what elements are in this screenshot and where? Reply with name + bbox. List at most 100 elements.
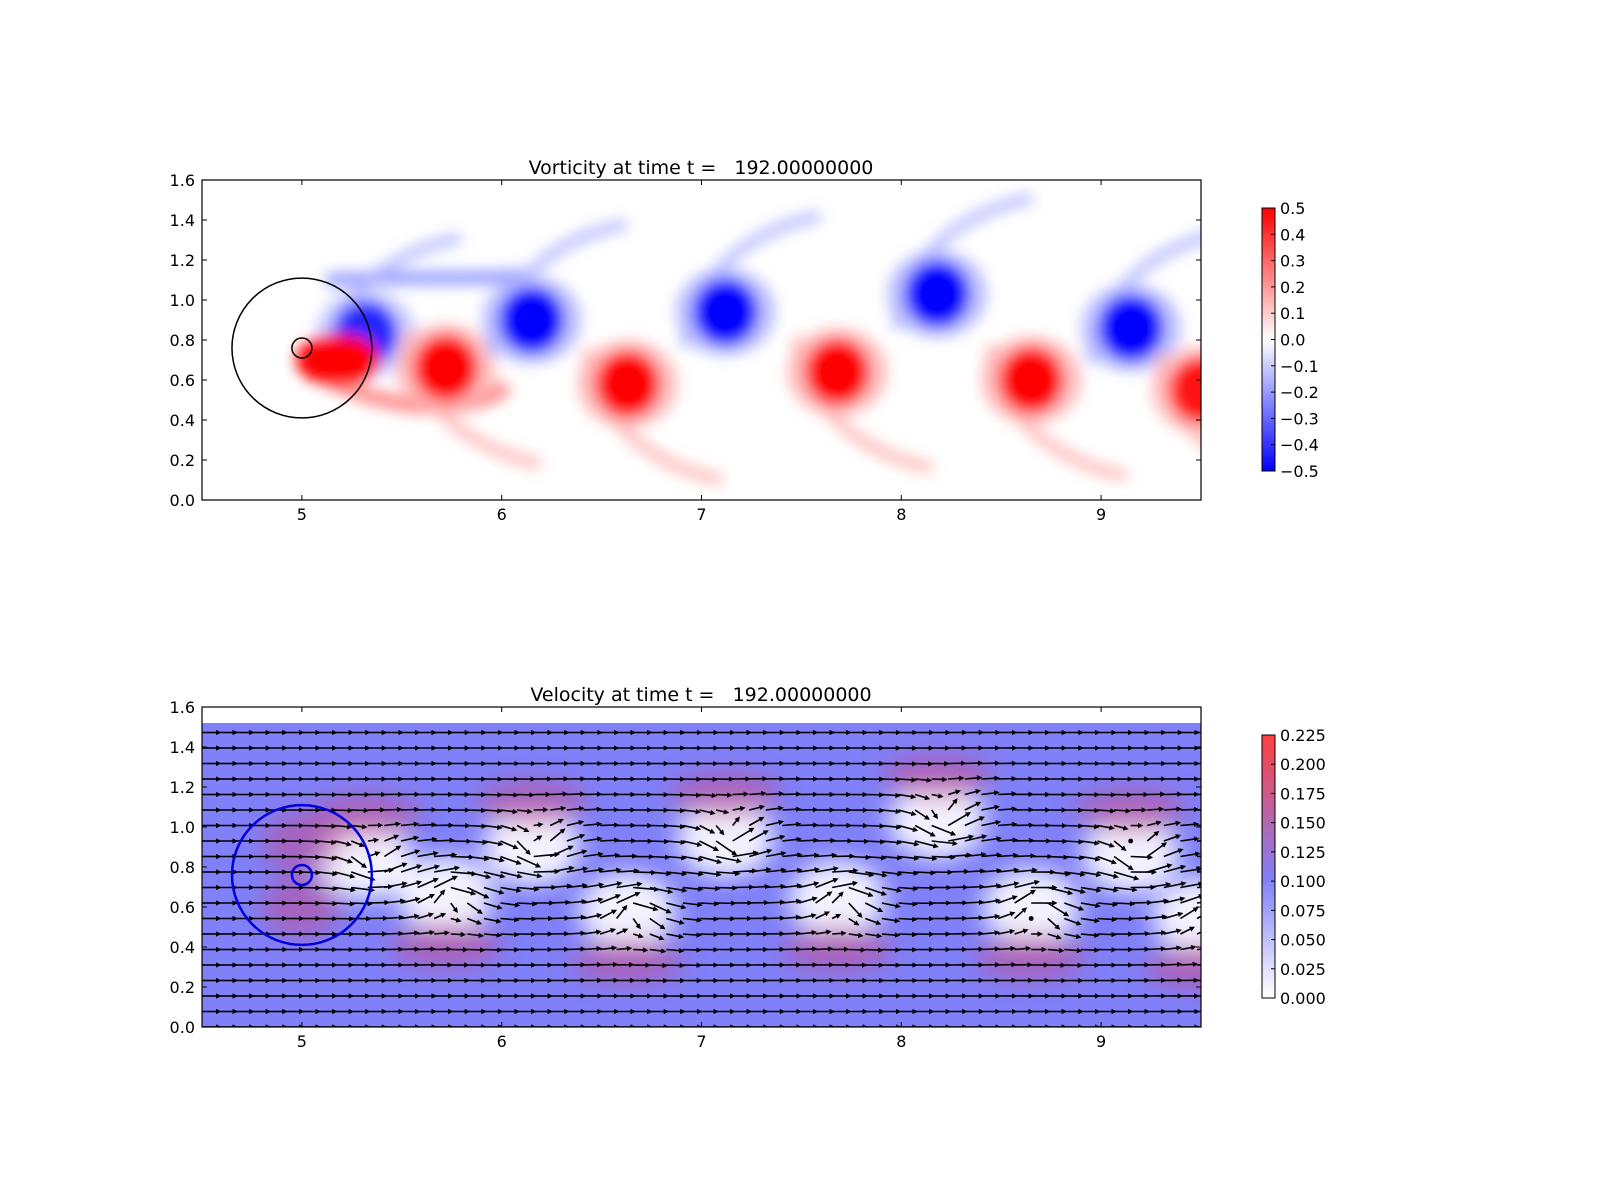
quiver-dot xyxy=(1128,838,1134,844)
quiver-arrow xyxy=(881,871,903,877)
vortex-core xyxy=(693,279,758,345)
quiver-arrow xyxy=(1146,842,1168,858)
quiver-arrow xyxy=(699,824,716,834)
quiver-arrow xyxy=(964,899,985,905)
quiver-arrow xyxy=(566,866,589,873)
quiver-arrow xyxy=(1097,931,1117,938)
quiver-arrow xyxy=(450,886,477,896)
quiver-arrow xyxy=(898,809,917,817)
quiver-arrow xyxy=(583,821,603,827)
colorbar-tick-label: 0.075 xyxy=(1280,901,1326,920)
quiver-arrow xyxy=(798,852,820,858)
quiver-arrow xyxy=(865,855,887,861)
quiver-arrow xyxy=(384,821,402,827)
quiver-arrow xyxy=(914,855,938,862)
colorbar-tick-label: 0.2 xyxy=(1280,278,1305,297)
quiver-arrow xyxy=(682,792,702,798)
quiver-arrow xyxy=(467,855,490,862)
quiver-arrow xyxy=(434,930,450,936)
quiver-arrow xyxy=(549,818,564,827)
y-tick-label: 0.8 xyxy=(170,331,195,350)
quiver-arrow xyxy=(450,854,475,860)
y-tick-label: 0.2 xyxy=(170,978,195,997)
x-tick-label: 8 xyxy=(896,1032,906,1051)
quiver-arrow xyxy=(865,807,885,814)
quiver-arrow xyxy=(716,870,741,877)
quiver-arrow xyxy=(981,775,1000,781)
quiver-arrow xyxy=(400,821,420,827)
quiver-arrow xyxy=(798,913,817,920)
quiver-arrow xyxy=(1014,879,1040,889)
quiver-arrow xyxy=(964,789,982,796)
quiver-arrow xyxy=(1080,823,1100,830)
quiver-arrow xyxy=(815,911,830,920)
quiver-arrow xyxy=(765,850,787,858)
quiver-arrow xyxy=(483,917,502,924)
quiver-arrow xyxy=(898,901,918,907)
quiver-arrow xyxy=(1180,806,1200,813)
quiver-arrow xyxy=(1196,948,1201,951)
quiver-arrow xyxy=(997,895,1018,904)
y-tick-label: 1.0 xyxy=(170,818,195,837)
quiver-arrow xyxy=(400,896,421,904)
quiver-arrow xyxy=(417,850,439,858)
x-tick-label: 8 xyxy=(896,505,906,524)
quiver-arrow xyxy=(682,840,703,847)
quiver-arrow xyxy=(351,886,376,893)
y-tick-label: 0.2 xyxy=(170,451,195,470)
quiver-arrow xyxy=(981,883,1002,889)
quiver-arrow xyxy=(914,840,939,849)
quiver-arrow xyxy=(865,947,884,953)
y-tick-label: 1.4 xyxy=(170,738,195,757)
quiver-arrow xyxy=(616,891,641,904)
colorbar-tick-label: 0.225 xyxy=(1280,726,1326,745)
quiver-arrow xyxy=(583,806,603,813)
quiver-arrow xyxy=(1014,945,1032,952)
quiver-arrow xyxy=(1147,914,1168,920)
quiver-arrow xyxy=(1047,871,1071,877)
quiver-arrow xyxy=(1080,947,1100,953)
quiver-arrow xyxy=(1080,871,1102,878)
quiver-arrow xyxy=(815,877,839,889)
quiver-arrow xyxy=(898,793,917,800)
quiver-arrow xyxy=(616,928,629,935)
quiver-arrow xyxy=(699,855,723,865)
quiver-arrow xyxy=(1097,871,1119,879)
quiver-arrow xyxy=(881,932,901,938)
quiver-arrow xyxy=(782,852,803,858)
quiver-arrow xyxy=(599,852,621,859)
quiver-arrow xyxy=(831,913,842,920)
quiver-arrow xyxy=(1097,824,1115,831)
quiver-arrow xyxy=(666,933,685,940)
quiver-arrow xyxy=(1113,886,1138,893)
quiver-arrow xyxy=(417,822,437,828)
quiver-arrow xyxy=(832,930,847,937)
quiver-arrow xyxy=(400,806,420,813)
quiver-arrow xyxy=(1163,911,1184,920)
quiver-arrow xyxy=(914,824,936,837)
quiver-arrow xyxy=(1180,894,1201,904)
quiver-arrow xyxy=(1097,886,1119,893)
quiver-arrow xyxy=(417,929,435,936)
quiver-arrow xyxy=(1180,961,1199,968)
quiver-arrow xyxy=(782,806,802,812)
quiver-arrow xyxy=(1163,834,1182,842)
quiver-arrow xyxy=(318,900,338,907)
quiver-arrow xyxy=(748,816,765,827)
quiver-arrow xyxy=(599,867,622,873)
quiver-arrow xyxy=(1080,917,1100,924)
quiver-arrow xyxy=(433,875,458,889)
quiver-arrow xyxy=(384,881,408,889)
quiver-arrow xyxy=(599,909,618,920)
quiver-arrow xyxy=(467,871,492,880)
quiver-arrow xyxy=(765,883,787,890)
outer-circle xyxy=(230,803,374,947)
quiver-arrow xyxy=(997,881,1020,889)
quiver-arrow xyxy=(566,849,588,858)
quiver-arrow xyxy=(1147,820,1162,827)
quiver-arrow xyxy=(649,902,672,914)
quiver-arrow xyxy=(516,840,531,856)
y-tick-label: 1.6 xyxy=(170,698,195,717)
quiver-arrow xyxy=(981,867,1002,874)
quiver-arrow xyxy=(1064,871,1086,877)
